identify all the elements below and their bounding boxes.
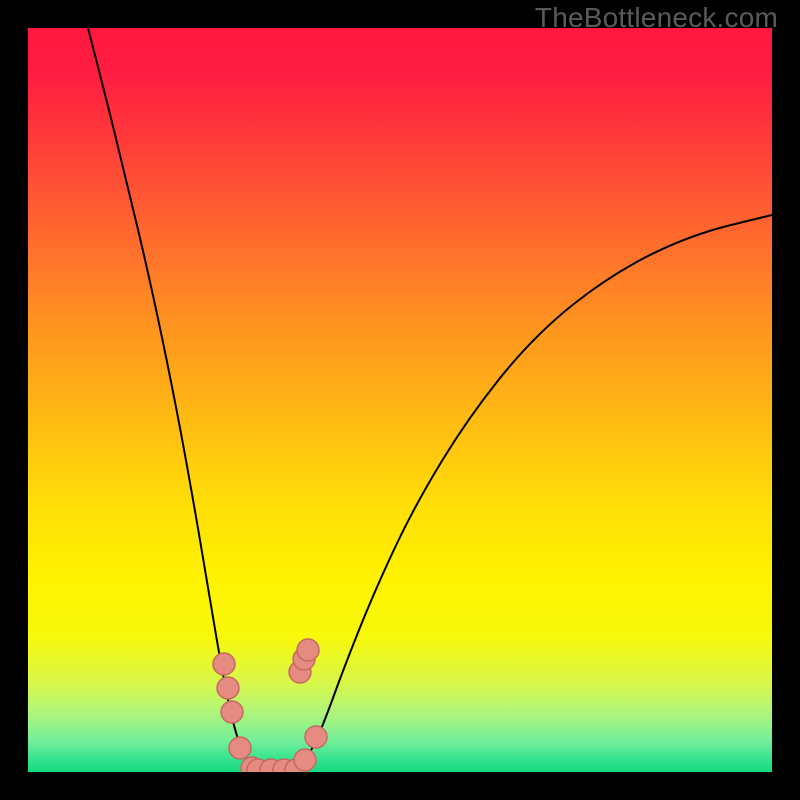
watermark-text: TheBottleneck.com bbox=[535, 2, 778, 34]
data-marker bbox=[221, 701, 243, 723]
data-marker bbox=[294, 749, 316, 771]
chart-container: TheBottleneck.com bbox=[0, 0, 800, 800]
data-marker bbox=[213, 653, 235, 675]
gradient-background bbox=[28, 28, 772, 772]
data-marker bbox=[305, 726, 327, 748]
data-marker bbox=[217, 677, 239, 699]
data-marker bbox=[229, 737, 251, 759]
data-marker bbox=[297, 639, 319, 661]
bottleneck-chart bbox=[0, 0, 800, 800]
